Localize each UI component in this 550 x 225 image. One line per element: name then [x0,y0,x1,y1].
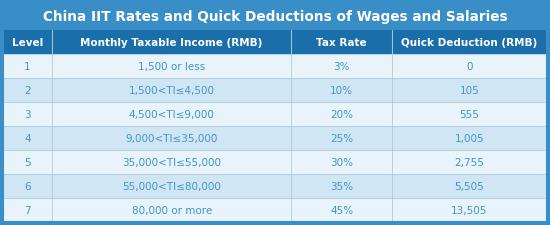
Text: 13,505: 13,505 [452,205,488,215]
Bar [392,31,547,55]
Bar [3,126,547,150]
Text: 3: 3 [24,110,31,119]
Text: Quick Deduction (RMB): Quick Deduction (RMB) [402,38,537,48]
Bar [3,103,547,126]
Bar [3,31,52,55]
Bar [52,31,292,55]
Text: 10%: 10% [330,86,353,96]
Text: 80,000 or more: 80,000 or more [131,205,212,215]
Text: 25%: 25% [330,133,353,143]
Text: 5,505: 5,505 [455,181,485,191]
Text: 105: 105 [460,86,480,96]
Text: 1: 1 [24,62,31,72]
Bar [3,150,547,174]
Text: Level: Level [12,38,43,48]
Text: Monthly Taxable Income (RMB): Monthly Taxable Income (RMB) [80,38,263,48]
Text: 1,005: 1,005 [455,133,485,143]
Text: 35%: 35% [330,181,353,191]
Text: 6: 6 [24,181,31,191]
Text: Tax Rate: Tax Rate [316,38,367,48]
Text: 7: 7 [24,205,31,215]
Bar [3,174,547,198]
Bar [3,198,547,222]
Bar [292,31,392,55]
Text: 4: 4 [24,133,31,143]
Text: 555: 555 [460,110,480,119]
Text: China IIT Rates and Quick Deductions of Wages and Salaries: China IIT Rates and Quick Deductions of … [43,10,507,24]
Text: 4,500<TI≤9,000: 4,500<TI≤9,000 [129,110,214,119]
Text: 1,500<TI≤4,500: 1,500<TI≤4,500 [129,86,214,96]
Text: 55,000<TI≤80,000: 55,000<TI≤80,000 [122,181,221,191]
Bar [3,55,547,79]
Bar [3,79,547,103]
Text: 2,755: 2,755 [454,157,485,167]
Text: 35,000<TI≤55,000: 35,000<TI≤55,000 [122,157,221,167]
Text: 0: 0 [466,62,473,72]
Text: 9,000<TI≤35,000: 9,000<TI≤35,000 [125,133,218,143]
Text: 5: 5 [24,157,31,167]
Text: 1,500 or less: 1,500 or less [138,62,205,72]
Bar [3,3,547,31]
Text: 2: 2 [24,86,31,96]
Text: 20%: 20% [330,110,353,119]
Text: 45%: 45% [330,205,353,215]
Text: 30%: 30% [330,157,353,167]
Text: 3%: 3% [333,62,350,72]
